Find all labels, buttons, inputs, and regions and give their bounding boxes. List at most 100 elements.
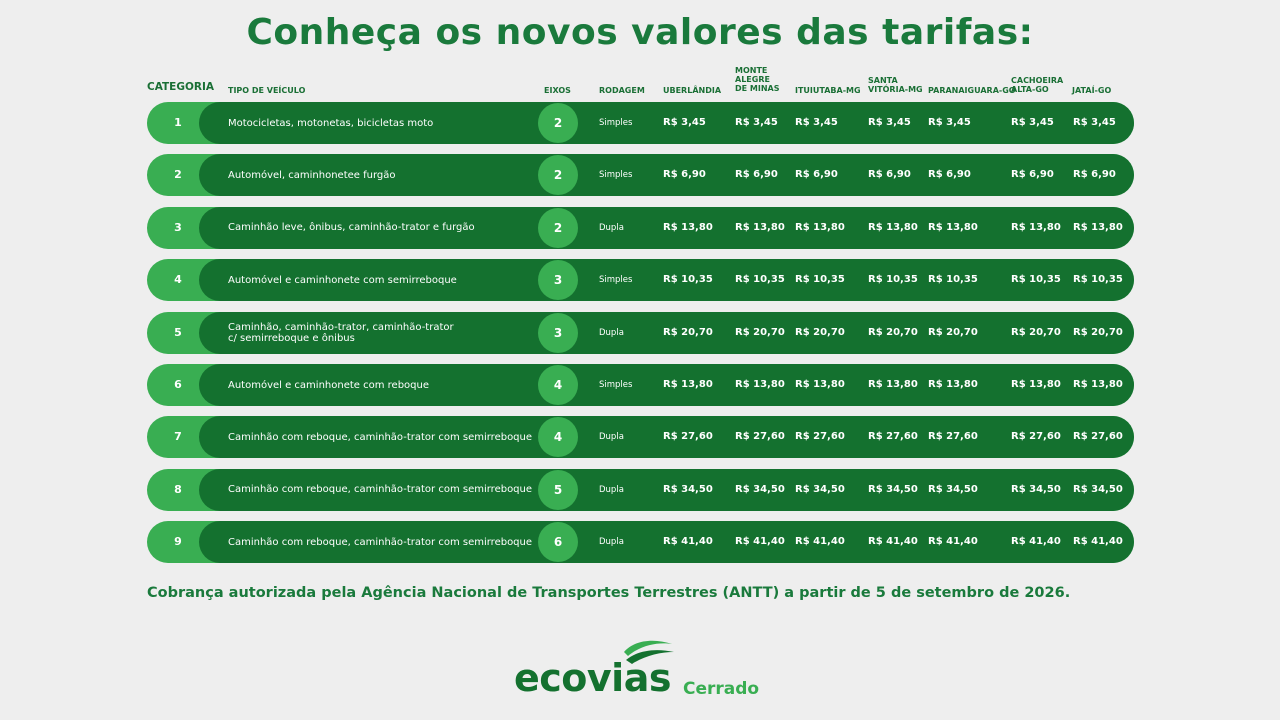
toll-price: R$ 20,70 bbox=[868, 326, 918, 338]
toll-price: R$ 20,70 bbox=[928, 326, 978, 338]
toll-price: R$ 34,50 bbox=[868, 483, 918, 495]
tyre-type: Simples bbox=[599, 380, 633, 390]
toll-price: R$ 27,60 bbox=[663, 431, 713, 443]
category-number: 5 bbox=[174, 325, 182, 339]
axle-count-badge: 3 bbox=[538, 260, 578, 301]
axle-count-badge: 6 bbox=[538, 522, 578, 563]
vehicle-type: Caminhão com reboque, caminhão-trator co… bbox=[228, 431, 533, 443]
row-background bbox=[199, 364, 1134, 406]
toll-price: R$ 13,80 bbox=[868, 379, 918, 390]
vehicle-type: Motocicletas, motonetas, bicicletas moto bbox=[228, 117, 434, 129]
axle-count-badge: 2 bbox=[538, 155, 578, 196]
row-background bbox=[199, 154, 1134, 197]
toll-price: R$ 34,50 bbox=[1073, 483, 1123, 495]
toll-price: R$ 27,60 bbox=[868, 431, 918, 443]
toll-price: R$ 13,80 bbox=[928, 379, 978, 390]
row-background bbox=[199, 206, 1134, 249]
swoosh-icon bbox=[624, 640, 674, 664]
row-background bbox=[199, 521, 1134, 564]
vehicle-type: Caminhão com reboque, caminhão-trator co… bbox=[228, 484, 533, 496]
toll-price: R$ 41,40 bbox=[663, 536, 713, 548]
table-row: 1 Motocicletas, motonetas, bicicletas mot… bbox=[147, 102, 1134, 144]
toll-price: R$ 34,50 bbox=[928, 483, 978, 495]
row-background bbox=[199, 416, 1134, 459]
toll-price: R$ 10,35 bbox=[735, 274, 785, 286]
header-monte-alegre: MONTE ALEGRE DE MINAS bbox=[735, 66, 780, 93]
toll-price: R$ 41,40 bbox=[928, 536, 978, 548]
tyre-type: Dupla bbox=[599, 222, 624, 233]
axle-count-badge: 4 bbox=[538, 365, 578, 405]
toll-price: R$ 27,60 bbox=[1011, 431, 1061, 443]
toll-price: R$ 34,50 bbox=[1011, 483, 1061, 495]
axle-count-badge: 2 bbox=[538, 103, 578, 143]
vehicle-type: Caminhão com reboque, caminhão-trator co… bbox=[228, 536, 533, 548]
toll-price: R$ 6,90 bbox=[663, 169, 706, 181]
toll-price: R$ 13,80 bbox=[735, 379, 785, 390]
vehicle-type: Automóvel e caminhonete com semirreboque bbox=[228, 274, 457, 286]
axle-count-badge: 3 bbox=[538, 312, 578, 353]
toll-price: R$ 6,90 bbox=[1011, 169, 1054, 181]
toll-price: R$ 10,35 bbox=[1011, 274, 1061, 286]
toll-price: R$ 20,70 bbox=[735, 326, 785, 338]
header-eixos: EIXOS bbox=[544, 86, 571, 95]
row-background bbox=[199, 102, 1134, 144]
toll-price: R$ 27,60 bbox=[928, 431, 978, 443]
toll-price: R$ 3,45 bbox=[868, 117, 911, 128]
toll-price: R$ 13,80 bbox=[663, 379, 713, 390]
toll-price: R$ 6,90 bbox=[735, 169, 778, 181]
toll-price: R$ 27,60 bbox=[1073, 431, 1123, 443]
category-number: 6 bbox=[174, 378, 182, 391]
toll-price: R$ 41,40 bbox=[795, 536, 845, 548]
tyre-type: Dupla bbox=[599, 432, 624, 443]
toll-price: R$ 10,35 bbox=[1073, 274, 1123, 286]
authorization-note: Cobrança autorizada pela Agência Naciona… bbox=[147, 585, 1071, 601]
toll-price: R$ 34,50 bbox=[663, 483, 713, 495]
table-row: 8 Caminhão com reboque, caminhão-trator c… bbox=[147, 468, 1134, 511]
logo-wordmark: ecovias bbox=[514, 656, 671, 700]
row-background bbox=[199, 311, 1134, 354]
category-number: 2 bbox=[174, 168, 182, 182]
header-ituiutaba: ITUIUTABA-MG bbox=[795, 86, 861, 95]
table-row: 6 Automóvel e caminhonete com reboque 4 Sim… bbox=[147, 364, 1134, 406]
axle-count-badge: 4 bbox=[538, 417, 578, 458]
vehicle-type: Caminhão, caminhão-trator, caminhão-trat… bbox=[228, 321, 454, 344]
header-cachoeira-alta: CACHOEIRA ALTA-GO bbox=[1011, 76, 1064, 94]
header-tipo-veiculo: TIPO DE VEÍCULO bbox=[228, 86, 306, 95]
category-number: 9 bbox=[174, 535, 182, 549]
axle-count-badge: 2 bbox=[538, 207, 578, 248]
toll-price: R$ 3,45 bbox=[735, 117, 778, 128]
toll-price: R$ 3,45 bbox=[795, 117, 838, 128]
toll-price: R$ 13,80 bbox=[1011, 379, 1061, 390]
toll-price: R$ 20,70 bbox=[1073, 326, 1123, 338]
table-row: 9 Caminhão com reboque, caminhão-trator c… bbox=[147, 521, 1134, 564]
tyre-type: Simples bbox=[599, 170, 633, 181]
header-categoria: CATEGORIA bbox=[147, 81, 215, 93]
toll-price: R$ 6,90 bbox=[928, 169, 971, 181]
toll-price: R$ 10,35 bbox=[868, 274, 918, 286]
toll-price: R$ 41,40 bbox=[868, 536, 918, 548]
toll-price: R$ 6,90 bbox=[1073, 169, 1116, 181]
toll-price: R$ 13,80 bbox=[868, 221, 918, 233]
toll-price: R$ 10,35 bbox=[663, 274, 713, 286]
toll-price: R$ 6,90 bbox=[795, 169, 838, 181]
toll-price: R$ 20,70 bbox=[663, 326, 713, 338]
header-uberlandia: UBERLÂNDIA bbox=[663, 86, 722, 95]
table-row: 4 Automóvel e caminhonete com semirreboqu… bbox=[147, 259, 1134, 302]
toll-price: R$ 27,60 bbox=[735, 431, 785, 443]
toll-price: R$ 6,90 bbox=[868, 169, 911, 181]
toll-price: R$ 41,40 bbox=[1073, 536, 1123, 548]
row-background bbox=[199, 259, 1134, 302]
toll-price: R$ 20,70 bbox=[795, 326, 845, 338]
toll-price: R$ 13,80 bbox=[1073, 379, 1123, 390]
toll-price: R$ 3,45 bbox=[1011, 117, 1054, 128]
row-background bbox=[199, 468, 1134, 511]
ecovias-cerrado-logo: ecovias Cerrado bbox=[512, 636, 772, 706]
toll-price: R$ 13,80 bbox=[1011, 221, 1061, 233]
toll-price: R$ 3,45 bbox=[663, 117, 706, 128]
category-number: 3 bbox=[174, 220, 182, 234]
vehicle-type: Automóvel e caminhonete com reboque bbox=[228, 379, 430, 391]
tyre-type: Dupla bbox=[599, 484, 624, 495]
toll-price: R$ 3,45 bbox=[1073, 117, 1116, 128]
category-number: 7 bbox=[174, 430, 182, 444]
tyre-type: Simples bbox=[599, 275, 633, 286]
